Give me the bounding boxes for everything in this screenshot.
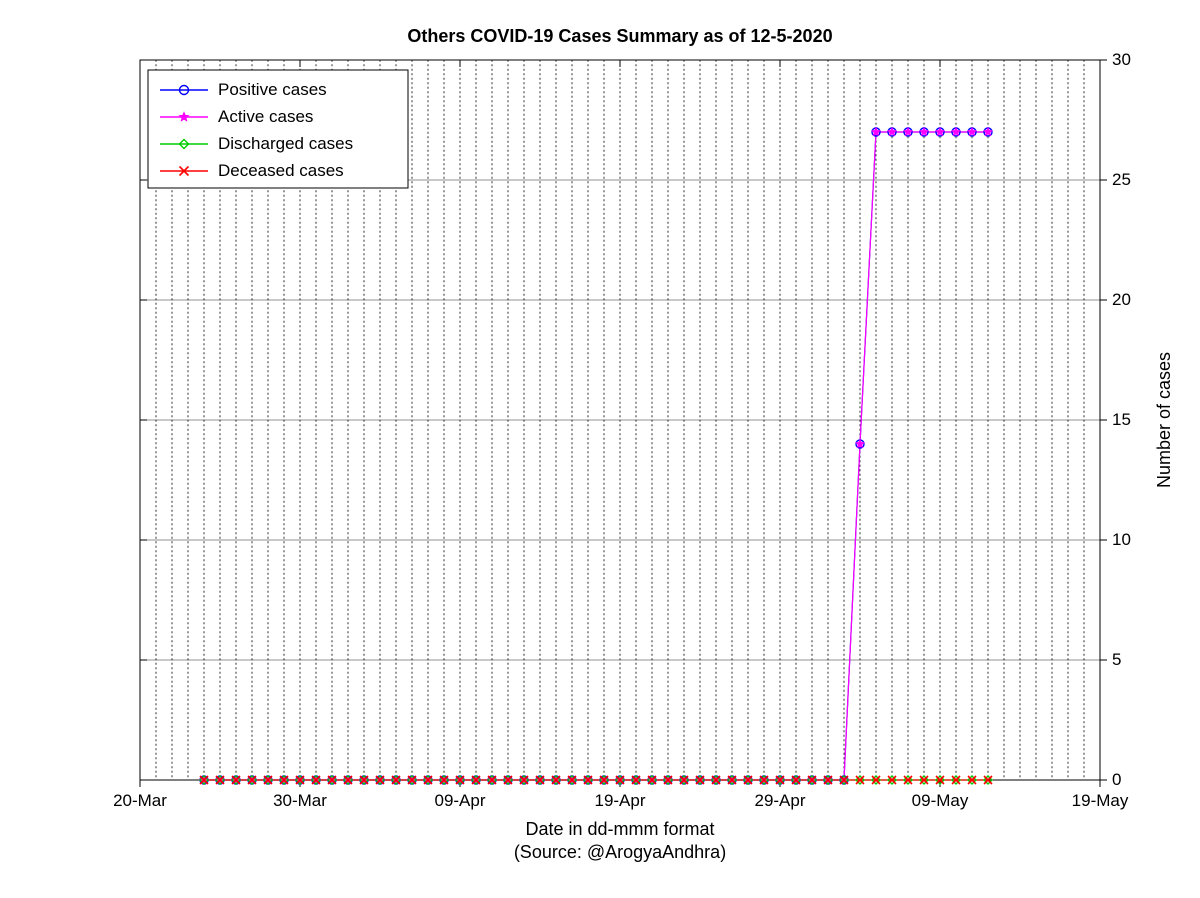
svg-text:Deceased cases: Deceased cases <box>218 161 344 180</box>
svg-text:15: 15 <box>1112 410 1131 429</box>
x-axis-label: Date in dd-mmm format <box>525 819 714 839</box>
chart-container: 20-Mar 30-Mar 09-Apr 19-Apr 29-Apr 09-May 19-M… <box>0 0 1200 898</box>
svg-text:19-May: 19-May <box>1072 791 1129 810</box>
svg-text:Active cases: Active cases <box>218 107 313 126</box>
svg-text:20: 20 <box>1112 290 1131 309</box>
svg-text:09-May: 09-May <box>912 791 969 810</box>
svg-text:30-Mar: 30-Mar <box>273 791 327 810</box>
svg-text:0: 0 <box>1112 770 1121 789</box>
svg-text:09-Apr: 09-Apr <box>434 791 485 810</box>
svg-text:Positive cases: Positive cases <box>218 80 327 99</box>
chart-title: Others COVID-19 Cases Summary as of 12-5… <box>407 26 832 46</box>
svg-text:30: 30 <box>1112 50 1131 69</box>
svg-text:Discharged cases: Discharged cases <box>218 134 353 153</box>
svg-text:25: 25 <box>1112 170 1131 189</box>
source-label: (Source: @ArogyaAndhra) <box>514 842 726 862</box>
legend: Positive cases Active cases Discharged cas… <box>148 70 408 188</box>
svg-text:10: 10 <box>1112 530 1131 549</box>
svg-text:29-Apr: 29-Apr <box>754 791 805 810</box>
svg-text:19-Apr: 19-Apr <box>594 791 645 810</box>
y-axis-label: Number of cases <box>1154 352 1174 488</box>
svg-text:20-Mar: 20-Mar <box>113 791 167 810</box>
chart-svg: 20-Mar 30-Mar 09-Apr 19-Apr 29-Apr 09-May 19-M… <box>0 0 1200 898</box>
svg-text:5: 5 <box>1112 650 1121 669</box>
